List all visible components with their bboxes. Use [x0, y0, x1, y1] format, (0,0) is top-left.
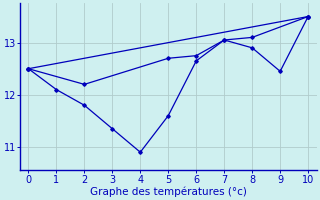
X-axis label: Graphe des températures (°c): Graphe des températures (°c): [90, 186, 247, 197]
